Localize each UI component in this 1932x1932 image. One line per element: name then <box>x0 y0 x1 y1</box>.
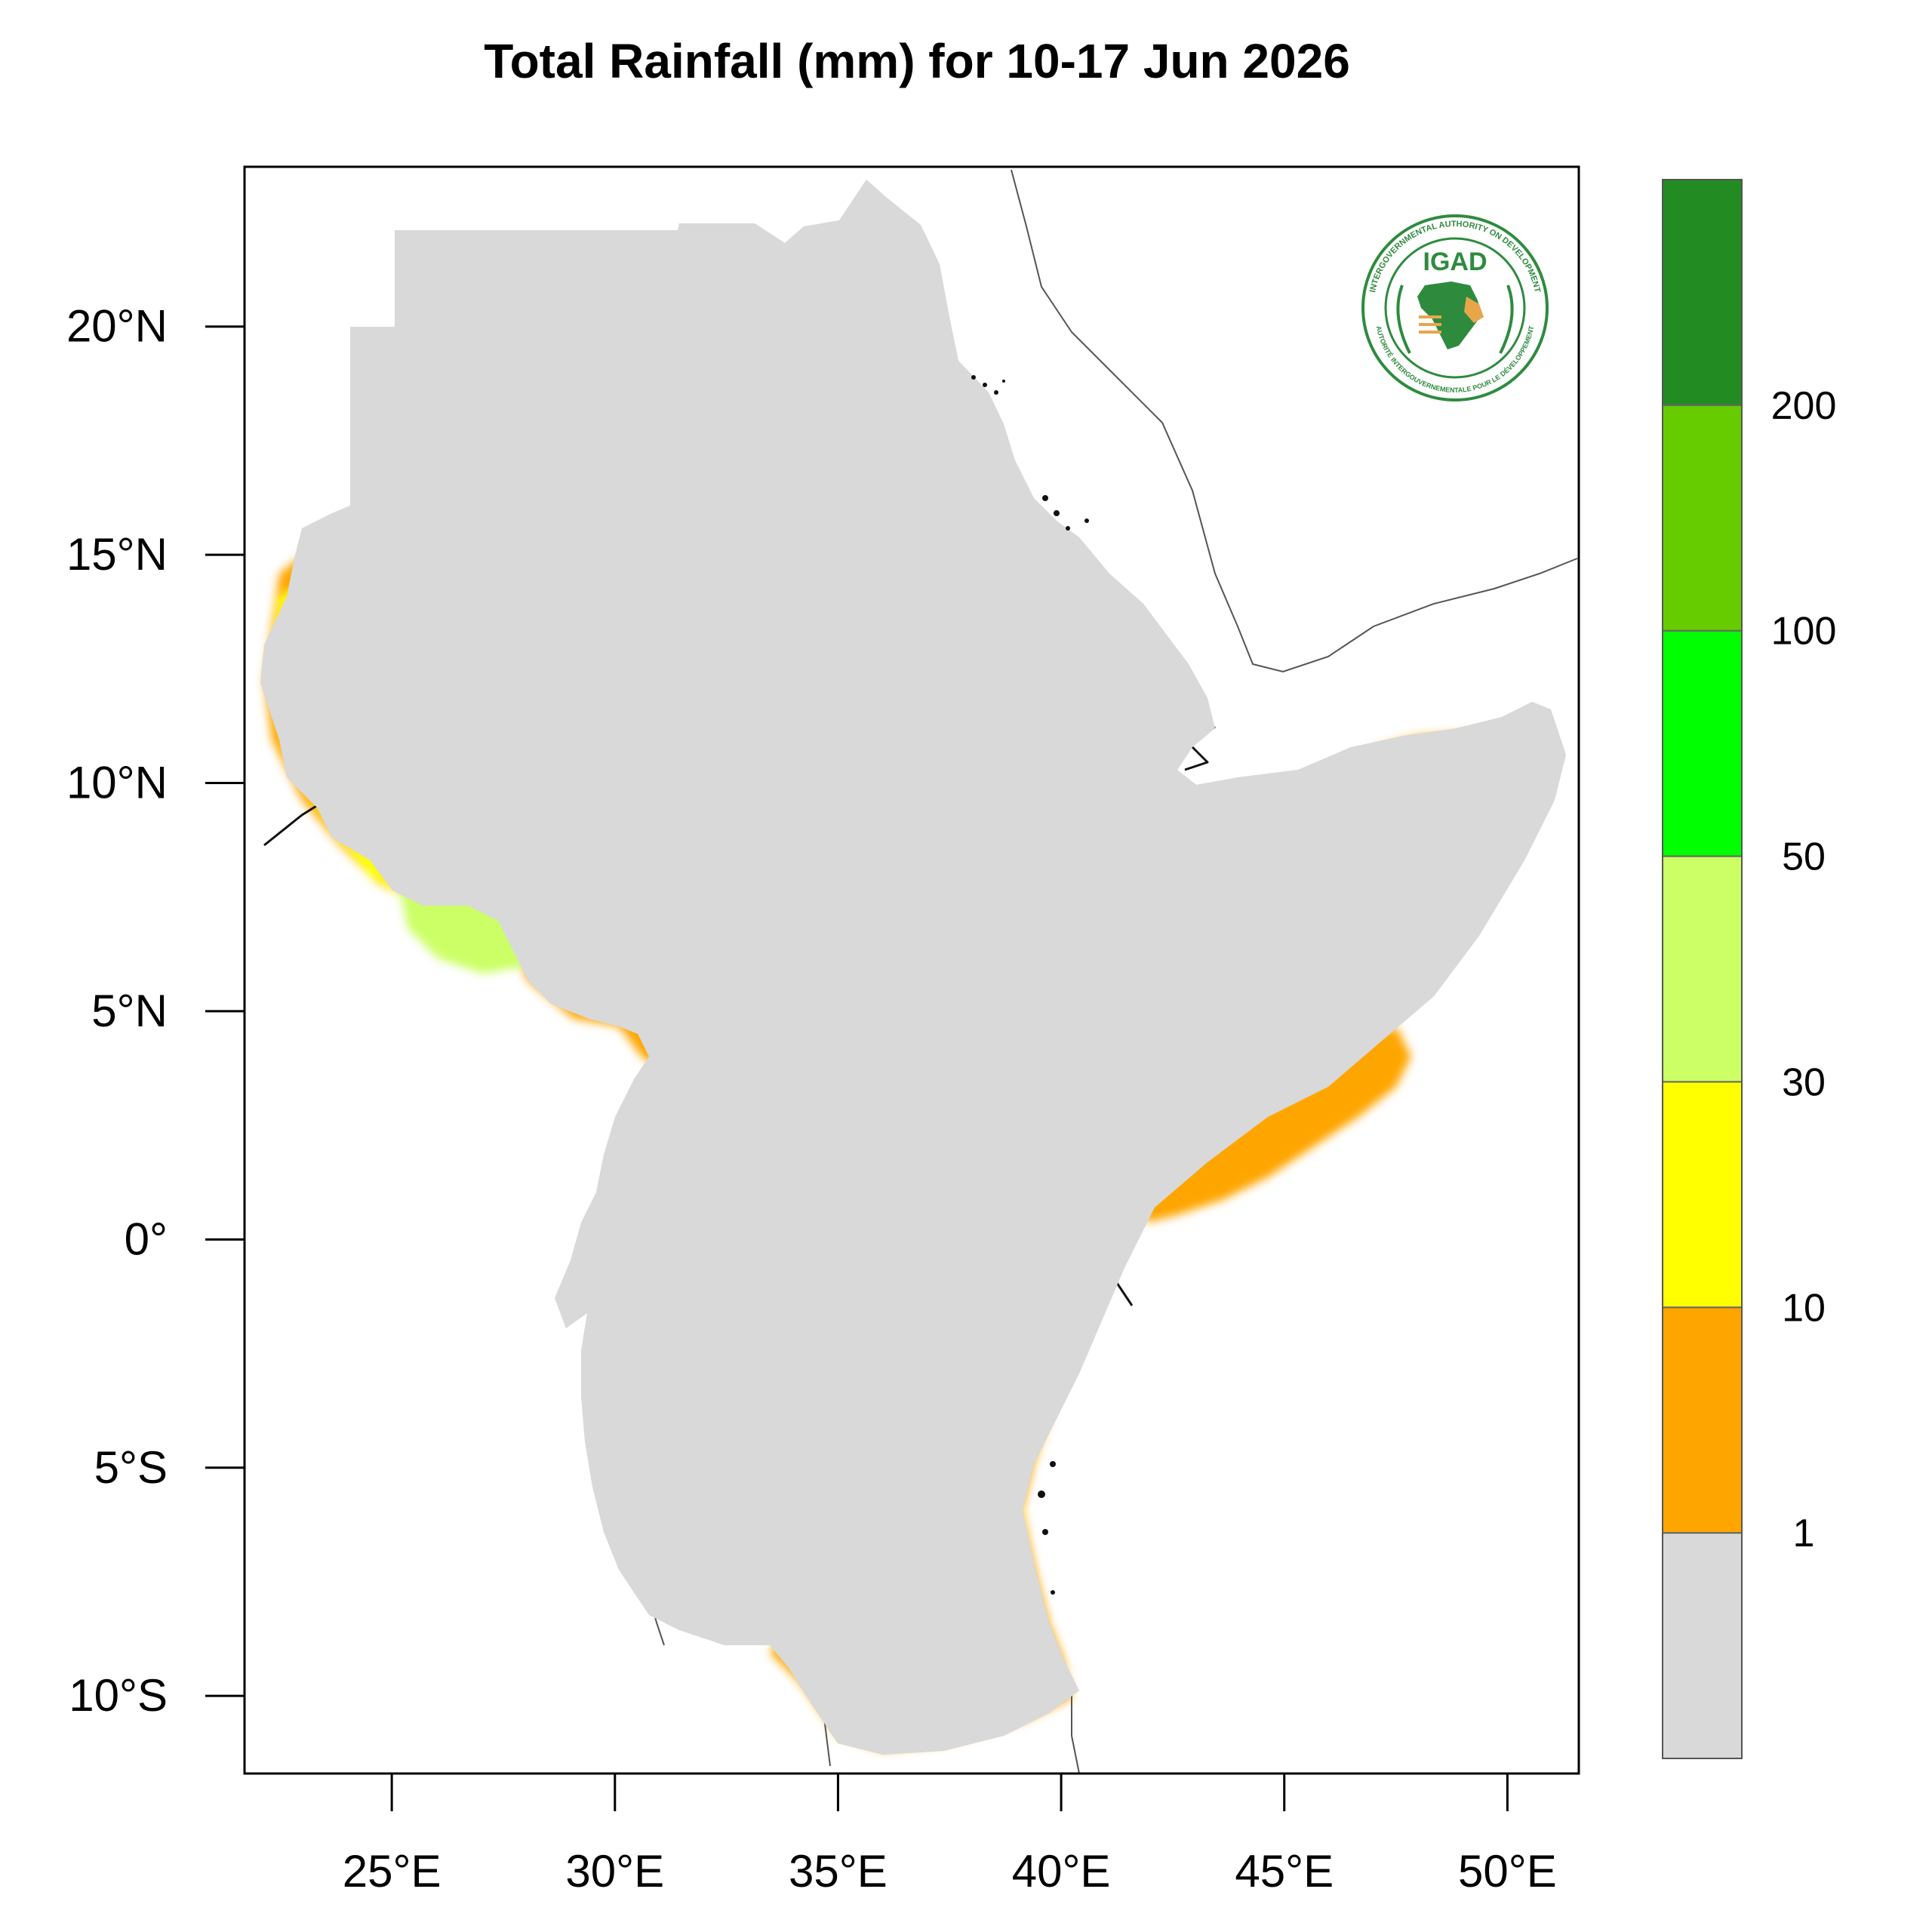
lat-tick-label: 0° <box>125 1214 168 1264</box>
lat-tick-label: 5°S <box>94 1442 168 1493</box>
lon-tick-label: 40°E <box>1012 1846 1111 1897</box>
colorbar-frame <box>1662 179 1743 1759</box>
colorbar-label: 1 <box>1793 1512 1815 1555</box>
logo-text: IGAD <box>1423 248 1487 276</box>
lon-tick-label: 25°E <box>343 1846 441 1897</box>
colorbar-segment <box>1662 404 1743 632</box>
lon-tick-label: 35°E <box>789 1846 888 1897</box>
islands <box>971 375 1089 1595</box>
lat-tick-label: 10°S <box>69 1670 168 1721</box>
lon-tick-label: 50°E <box>1458 1846 1557 1897</box>
colorbar-label: 10 <box>1782 1286 1826 1330</box>
colorbar-segment <box>1662 855 1743 1083</box>
colorbar-segment <box>1662 1081 1743 1309</box>
lat-tick-label: 20°N <box>66 301 168 352</box>
colorbar-label: 200 <box>1771 384 1837 428</box>
lat-tick-label: 15°N <box>66 529 168 580</box>
latitude-axis: 20°N 15°N 10°N 5°N 0° 5°S 10°S <box>66 301 245 1721</box>
lon-tick-label: 45°E <box>1235 1846 1334 1897</box>
lat-tick-label: 10°N <box>66 758 168 808</box>
igad-logo: IGAD INTERGOVERNMENTAL AUTHORITY ON DEVE… <box>1361 214 1549 401</box>
colorbar-segment <box>1662 629 1743 857</box>
longitude-axis: 25°E 30°E 35°E 40°E 45°E 50°E <box>343 1774 1557 1897</box>
lat-tick-label: 5°N <box>91 986 168 1036</box>
colorbar-segment <box>1662 179 1743 406</box>
colorbar-label: 100 <box>1771 610 1837 654</box>
lon-tick-label: 30°E <box>565 1846 664 1897</box>
map-panel <box>243 165 1580 1775</box>
colorbar-label: 50 <box>1782 835 1826 879</box>
colorbar-segment <box>1662 1306 1743 1534</box>
map-title: Total Rainfall (mm) for 10-17 Jun 2026 <box>484 34 1350 88</box>
colorbar-segment <box>1662 1532 1743 1759</box>
colorbar-legend: 1 10 30 50 100 200 <box>1662 179 1837 1759</box>
colorbar-label: 30 <box>1782 1060 1826 1104</box>
